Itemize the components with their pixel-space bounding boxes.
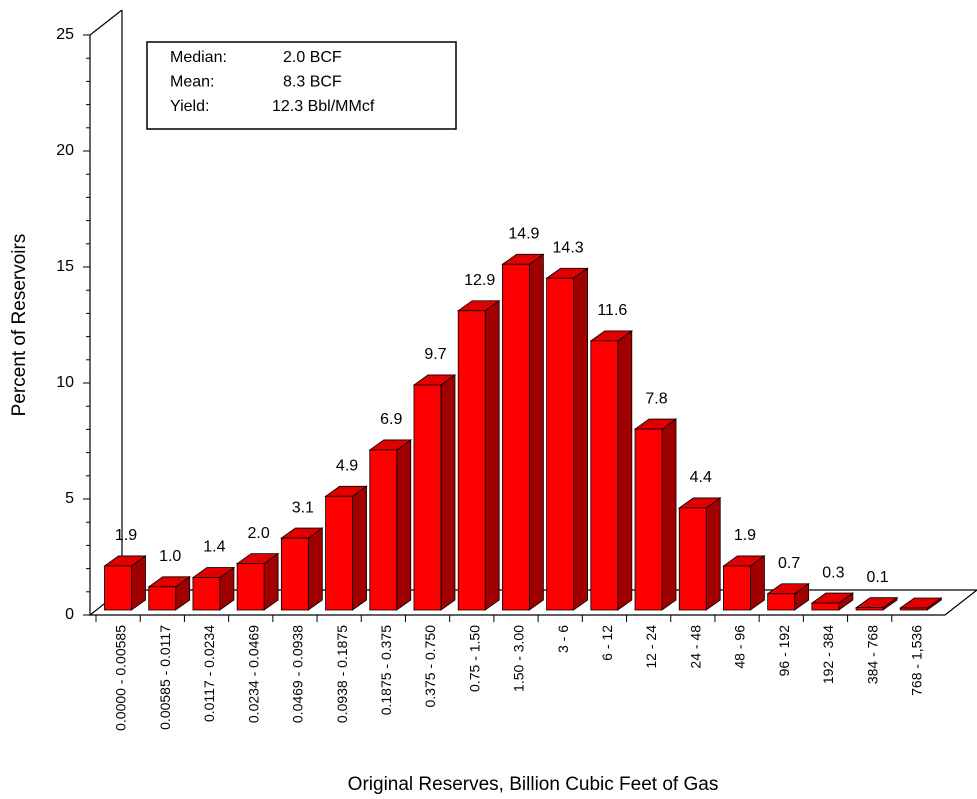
- x-tick-label: 24 - 48: [687, 625, 703, 669]
- stats-box: [146, 41, 457, 130]
- y-tick-label: 25: [56, 26, 74, 43]
- stats-text: 8.3 BCF: [283, 74, 342, 91]
- value-label: 1.9: [734, 527, 756, 544]
- value-label: 0.3: [822, 564, 844, 581]
- bar: [280, 537, 309, 611]
- value-label: 0.1: [866, 569, 888, 586]
- bar: [148, 586, 177, 611]
- x-tick-label: 12 - 24: [643, 625, 659, 669]
- y-tick-label: 5: [65, 490, 74, 507]
- value-label: 9.7: [424, 346, 446, 363]
- bar-side: [573, 267, 589, 611]
- value-label: 0.7: [778, 555, 800, 572]
- value-label: 14.3: [553, 239, 584, 256]
- y-tick-label: 15: [56, 258, 74, 275]
- bar: [590, 340, 619, 611]
- bar: [767, 593, 796, 611]
- value-label: 3.1: [292, 499, 314, 516]
- bar-side: [484, 299, 500, 611]
- bar-side: [661, 418, 677, 611]
- bar: [678, 507, 707, 611]
- value-label: 12.9: [464, 272, 495, 289]
- x-tick-label: 3 - 6: [555, 625, 571, 653]
- x-tick-label: 0.75 - 1.50: [466, 625, 482, 692]
- y-tick-label: 0: [65, 606, 74, 623]
- value-label: 4.9: [336, 458, 358, 475]
- bar: [325, 495, 353, 611]
- bar: [192, 577, 221, 611]
- x-tick-label: 0.0469 - 0.0938: [290, 625, 306, 723]
- x-tick-label: 48 - 96: [732, 625, 748, 669]
- stats-text: Yield:: [170, 98, 209, 115]
- x-tick-label: 768 - 1,536: [908, 625, 924, 696]
- bar: [413, 384, 442, 611]
- bar: [634, 428, 663, 611]
- x-tick-label: 1.50 - 3.00: [511, 625, 527, 692]
- bar: [369, 449, 398, 611]
- stats-text: 12.3 Bbl/MMcf: [272, 98, 375, 115]
- bar: [236, 563, 265, 611]
- bar: [899, 607, 928, 611]
- stats-text: Mean:: [170, 74, 214, 91]
- stats-text: Median:: [170, 49, 227, 66]
- x-tick-label: 384 - 768: [864, 625, 880, 684]
- value-label: 6.9: [380, 411, 402, 428]
- bar: [811, 602, 840, 611]
- top-edge: [89, 9, 123, 36]
- bar: [855, 607, 884, 611]
- x-tick-label: 96 - 192: [776, 625, 792, 677]
- value-label: 7.8: [645, 390, 667, 407]
- y-tick-label: 20: [56, 142, 74, 159]
- bar: [546, 277, 575, 611]
- value-label: 14.9: [508, 226, 539, 243]
- x-axis-label: Original Reserves, Billion Cubic Feet of…: [348, 774, 719, 795]
- value-label: 4.4: [690, 469, 712, 486]
- y-axis-label: Percent of Reservoirs: [9, 234, 30, 417]
- y-tick-label: 10: [56, 374, 74, 391]
- bar-side: [705, 497, 721, 611]
- bar: [501, 263, 530, 611]
- bar-side: [528, 253, 544, 611]
- x-tick-label: 0.375 - 0.750: [422, 625, 438, 708]
- x-tick-label: 192 - 384: [820, 625, 836, 684]
- value-label: 11.6: [597, 302, 627, 319]
- bar: [104, 565, 132, 611]
- bar-side: [352, 485, 367, 611]
- bar-side: [307, 527, 323, 611]
- x-tick-label: 0.1875 - 0.375: [378, 625, 394, 716]
- x-tick-label: 0.0117 - 0.0234: [201, 625, 217, 722]
- bar-side: [440, 374, 456, 611]
- x-tick-label: 0.0938 - 0.1875: [334, 625, 350, 723]
- x-tick-label: 6 - 12: [599, 625, 615, 661]
- bar-side: [396, 439, 412, 611]
- value-label: 2.0: [248, 525, 270, 542]
- bar: [457, 310, 486, 611]
- bar: [723, 565, 751, 611]
- stats-text: 2.0 BCF: [283, 49, 342, 66]
- bar-side: [617, 330, 633, 611]
- x-tick-label: 0.0000 - 0.00585: [113, 625, 129, 731]
- x-tick-label: 0.00585 - 0.0117: [157, 625, 173, 730]
- x-tick-label: 0.0234 - 0.0469: [245, 625, 261, 723]
- value-label: 1.0: [159, 548, 181, 565]
- value-label: 1.4: [203, 539, 225, 556]
- value-label: 1.9: [115, 527, 137, 544]
